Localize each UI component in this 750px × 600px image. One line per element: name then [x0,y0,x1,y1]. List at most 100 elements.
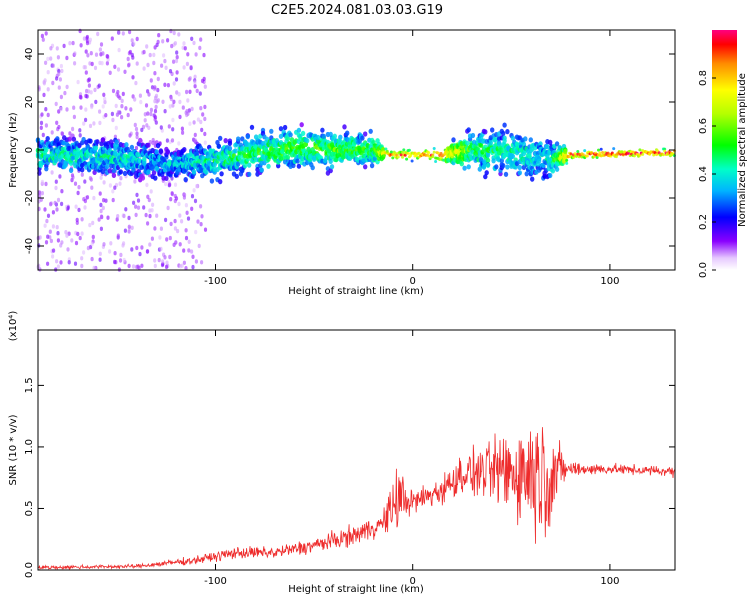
spectrogram-cell [146,221,150,226]
spectrogram-cell [74,240,79,246]
spectrogram-cell [73,51,77,56]
spectrogram-cell [45,136,50,142]
spectrogram-cell [134,80,138,86]
spectrogram-cell [126,56,130,62]
spectrogram-cell [465,140,470,146]
spectrogram-cell [98,109,102,114]
spectrogram-cell [200,78,205,84]
spectrogram-cell [55,225,59,230]
spectrogram-cell [39,120,44,126]
spectrogram-cell [90,104,94,110]
spectrogram-cell [190,249,194,254]
spectrogram-ytick-label: 40 [24,48,35,61]
spectrogram-cell [328,158,333,164]
spectrogram-cell [41,132,45,138]
spectrogram-cell [174,240,178,245]
spectrogram-cell [599,147,603,151]
spectrogram-cell [99,208,103,214]
spectrogram-cell [153,108,158,114]
spectrogram-cell [174,58,179,64]
snr-scale-label: (x10⁴) [8,311,19,342]
spectrogram-cell [131,264,136,269]
spectrogram-cell [99,202,103,208]
spectrogram-cell [146,62,150,68]
spectrogram-cell [56,197,61,203]
spectrogram-cell [187,248,191,253]
spectrogram-cell [60,201,64,207]
spectrogram-cell [138,251,142,257]
spectrogram-cell [481,164,487,170]
spectrogram-cell [78,28,82,34]
spectrogram-cell [431,155,435,159]
spectrogram-cell [291,162,296,169]
spectrogram-cell [434,160,438,163]
spectrogram-cell [158,149,164,155]
spectrogram-cell [109,241,113,246]
spectrogram-cell [51,80,55,86]
spectrogram-cell [183,177,188,183]
spectrogram-cell [80,263,84,269]
spectrogram-cell [177,92,181,97]
spectrogram-cell [56,231,60,236]
spectrogram-cell [174,196,179,201]
spectrogram-cell [49,46,53,51]
spectrogram-cell [66,205,70,211]
spectrogram-cell [180,219,184,224]
spectrogram-cell [114,103,118,109]
spectrogram-cell [536,158,542,164]
spectrogram-cell [190,194,195,199]
spectrogram-cell [92,195,96,201]
spectrogram-cell [182,260,186,265]
spectrogram-cell [357,138,362,144]
spectrogram-cell [191,254,195,259]
spectrogram-cell [56,264,61,269]
spectrogram-cell [178,99,182,105]
spectrogram-cell [44,166,49,172]
spectrogram-cell [296,163,302,169]
spectrogram-cell [200,260,204,265]
spectrogram-cell [49,202,53,207]
spectrogram-cell [269,128,274,134]
spectrogram-cell [85,34,89,40]
spectrogram-cell [148,213,152,219]
spectrogram-cell [120,98,124,104]
spectrogram-cell [98,251,102,256]
spectrogram-cell [93,65,98,71]
spectrogram-cell [108,70,112,76]
spectrogram-cell [113,185,117,190]
spectrogram-cell [218,135,223,141]
spectrogram-cell [196,117,200,122]
spectrogram-cell [62,43,66,49]
spectrogram-cell [138,137,143,143]
spectrogram-cell [190,206,194,211]
spectrogram-cell [113,251,117,256]
spectrogram-cell [363,131,368,137]
spectrogram-cell [196,219,200,224]
spectrogram-cell [150,236,154,241]
snr-ytick-label: 1.5 [24,377,35,393]
spectrogram-cell [227,140,233,146]
spectrogram-cell [517,170,522,176]
spectrogram-cell [194,259,198,264]
spectrogram-cell [320,127,325,133]
spectrogram-cell [186,98,190,103]
spectrogram-cell [182,41,186,46]
spectrogram-cell [155,213,159,218]
spectrogram-cell [363,164,368,170]
spectrogram-cell [134,204,138,209]
spectrogram-cell [187,239,191,244]
spectrogram-cell [162,53,166,58]
spectrogram-cell [104,113,108,118]
spectrogram-ticks: -100 0 100 -40 -20 0 20 40 [24,30,675,287]
spectrogram-cell [90,256,94,262]
spectrogram-cell [118,95,122,101]
spectrogram-cell [99,42,104,47]
spectrogram-cell [78,128,82,133]
spectrogram-cell [82,65,86,70]
spectrogram-cell [494,164,499,170]
spectrogram-cell [209,178,215,184]
spectrogram-cell [295,158,300,164]
spectrogram-cell [590,151,594,155]
spectrogram-cell [78,133,82,138]
colorbar: 0.0 0.2 0.4 0.6 0.8 Normalized spectral ampl… [698,30,748,278]
